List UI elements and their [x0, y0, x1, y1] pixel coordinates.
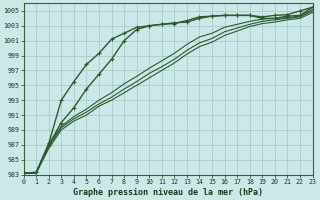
- X-axis label: Graphe pression niveau de la mer (hPa): Graphe pression niveau de la mer (hPa): [73, 188, 263, 197]
